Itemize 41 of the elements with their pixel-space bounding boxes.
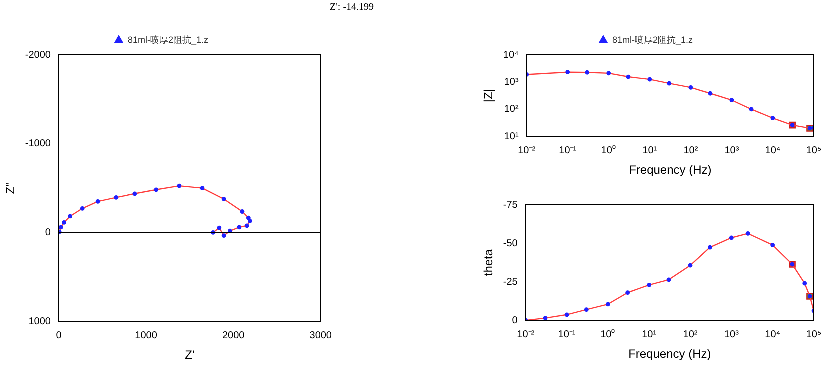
- x-tick-label: 10²: [684, 145, 699, 156]
- y-tick-label: 10¹: [504, 131, 520, 142]
- x-tick-label: 3000: [310, 330, 332, 342]
- x-axis-title: Z': [185, 348, 195, 362]
- x-tick-label: 10⁰: [600, 328, 616, 340]
- x-tick-label: 10⁴: [765, 145, 781, 156]
- x-tick-label: 10²: [683, 329, 698, 340]
- y-tick-label: -75: [503, 200, 518, 211]
- y-tick-label: -2000: [25, 50, 52, 61]
- y-tick-label: -25: [503, 276, 518, 288]
- y-tick-label: -1000: [25, 138, 52, 150]
- x-tick-label: 1000: [135, 330, 158, 342]
- text: Z': -14.199: [330, 2, 374, 13]
- legend-label: 81ml-喷厚2阻抗_1.z: [612, 34, 694, 45]
- x-axis-title: Frequency (Hz): [628, 347, 712, 362]
- x-tick-label: 10⁻¹: [558, 329, 576, 340]
- y-tick-label: 0: [45, 227, 52, 238]
- y-tick-label: 10²: [504, 104, 520, 116]
- x-tick-label: 2000: [222, 330, 246, 342]
- legend-label: 81ml-喷厚2阻抗_1.z: [128, 34, 210, 45]
- x-tick-label: 10⁻¹: [559, 145, 578, 156]
- y-tick-label: 10⁴: [503, 50, 519, 61]
- x-tick-label: 10⁰: [601, 144, 616, 156]
- x-tick-label: 10⁻²: [518, 145, 536, 156]
- y-axis-title: Z'': [4, 182, 18, 194]
- x-tick-label: 10⁻²: [517, 329, 536, 340]
- y-axis-title: |Z|: [482, 89, 496, 103]
- y-tick-label: -50: [503, 238, 518, 250]
- x-tick-label: 10³: [724, 329, 740, 340]
- x-tick-label: 10⁵: [806, 145, 822, 156]
- x-tick-label: 10³: [724, 145, 740, 156]
- x-tick-label: 10¹: [642, 145, 658, 156]
- x-tick-label: 0: [56, 330, 62, 342]
- y-tick-label: 10³: [504, 76, 520, 88]
- x-tick-label: 10⁵: [806, 329, 822, 340]
- y-axis-title: theta: [482, 249, 496, 276]
- y-tick-label: 1000: [28, 316, 52, 328]
- x-tick-label: 10¹: [642, 329, 658, 340]
- x-tick-label: 10⁴: [765, 329, 781, 340]
- y-tick-label: 0: [512, 315, 518, 326]
- x-axis-title: Frequency (Hz): [629, 163, 712, 178]
